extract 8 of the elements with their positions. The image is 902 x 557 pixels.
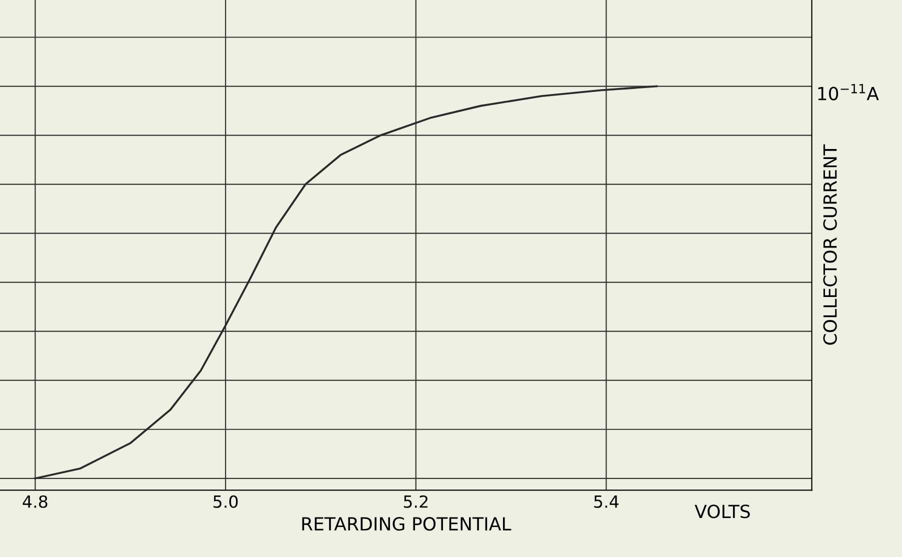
text: 10$^{−11}$A bbox=[818, 84, 879, 100]
x-tick-label: 5.2 bbox=[404, 495, 428, 508]
x-tick-label: 5.0 bbox=[214, 495, 238, 508]
x-tick-label: 5.4 bbox=[594, 496, 619, 508]
x-axis-title: RETARDING POTENTIAL bbox=[302, 517, 512, 531]
text: VOLTS bbox=[694, 504, 750, 518]
x-tick-label: 4.8 bbox=[22, 495, 48, 508]
y-axis-title: COLLECTOR CURRENT bbox=[823, 144, 837, 345]
